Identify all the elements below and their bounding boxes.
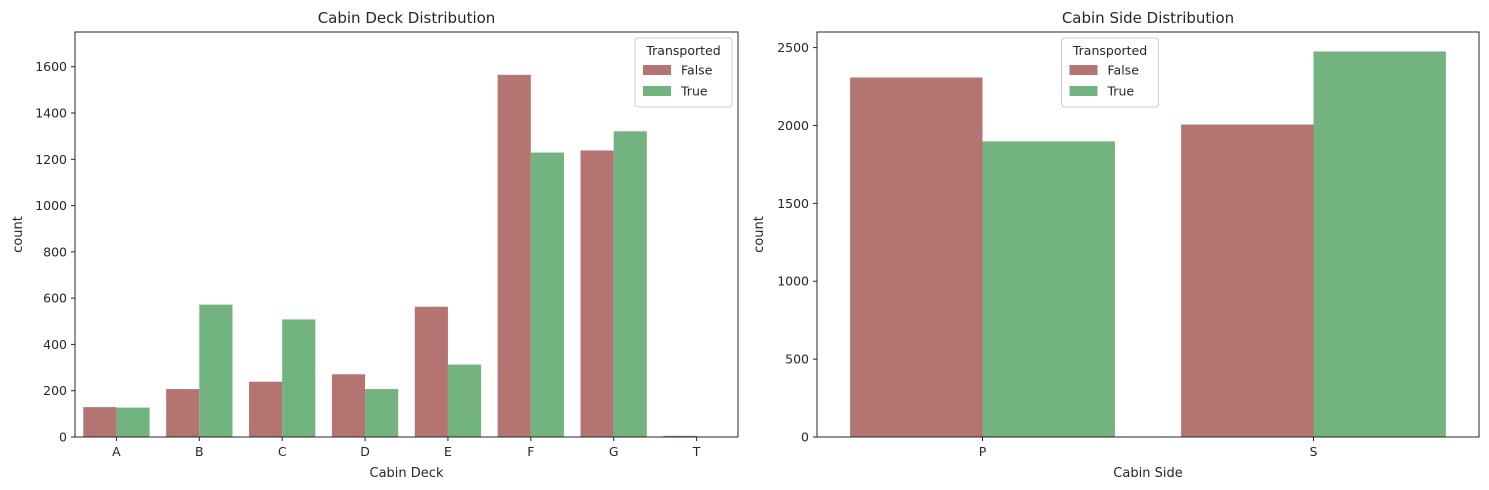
- legend-label-false: False: [1108, 63, 1140, 78]
- legend-title: Transported: [1072, 43, 1147, 58]
- x-axis-label: Cabin Deck: [370, 466, 444, 481]
- y-tick-label: 0: [59, 430, 67, 445]
- bar-false-g: [580, 150, 614, 437]
- y-tick-label: 600: [43, 291, 67, 306]
- chart-2: P S 0 500 1000 1500 2000 2500 Cabin Side Distrib…: [752, 9, 1480, 481]
- bar-true-e: [447, 364, 482, 437]
- bar-true-s: [1313, 51, 1446, 437]
- y-tick-label: 800: [43, 244, 67, 259]
- x-tick-label: D: [360, 444, 370, 459]
- y-tick-label: 2500: [777, 40, 809, 55]
- y-tick-label: 500: [785, 352, 809, 367]
- legend-label-true: True: [1107, 84, 1135, 99]
- y-axis-label: count: [11, 216, 26, 253]
- x-tick-label: T: [692, 444, 701, 459]
- y-tick-label: 1400: [35, 106, 67, 121]
- y-tick-label: 1000: [777, 274, 809, 289]
- legend: Transported False True: [1061, 37, 1159, 108]
- y-tick-label: 400: [43, 337, 67, 352]
- plot-frame: [74, 31, 739, 438]
- y-tick-label: 200: [43, 383, 67, 398]
- y-tick-label: 1200: [35, 152, 67, 167]
- bar-false-a: [83, 407, 117, 437]
- bar-true-a: [116, 407, 150, 437]
- legend-swatch-true: [643, 86, 671, 96]
- legend-swatch-true: [1069, 86, 1098, 96]
- x-tick-label: S: [1310, 444, 1318, 459]
- x-tick-label: G: [609, 444, 619, 459]
- bar-true-p: [982, 141, 1115, 437]
- x-tick-label: F: [527, 444, 534, 459]
- bar-false-e: [414, 306, 448, 437]
- y-axis-label: count: [752, 216, 767, 253]
- bar-false-t: [663, 435, 697, 437]
- bar-true-c: [282, 319, 316, 437]
- y-tick-label: 1500: [777, 196, 809, 211]
- legend-title: Transported: [645, 43, 720, 58]
- y-tick-label: 0: [801, 430, 809, 445]
- bar-true-g: [613, 131, 647, 438]
- bar-true-d: [365, 389, 399, 437]
- chart-title: Cabin Side Distribution: [1062, 9, 1234, 27]
- plot-frame: [816, 31, 1480, 438]
- x-tick-label: E: [444, 444, 452, 459]
- bar-false-c: [249, 381, 283, 437]
- bar-false-b: [166, 389, 200, 437]
- y-tick-label: 1600: [35, 59, 67, 74]
- legend-label-false: False: [681, 63, 713, 78]
- bar-false-p: [850, 77, 983, 437]
- x-tick-label: B: [195, 444, 204, 459]
- chart-title: Cabin Deck Distribution: [318, 9, 496, 27]
- legend-swatch-false: [1069, 65, 1098, 75]
- bar-false-d: [331, 374, 366, 437]
- bar-false-s: [1181, 124, 1314, 438]
- legend-label-true: True: [680, 84, 708, 99]
- y-tick-label: 1000: [35, 198, 67, 213]
- x-tick-label: C: [278, 444, 287, 459]
- legend: Transported False True: [634, 37, 733, 108]
- legend-swatch-false: [643, 65, 671, 75]
- chart-1: A B C D E F G T 0 200 400 600 800 1000 1200 1400 1600 Cab…: [11, 9, 739, 481]
- bar-true-b: [199, 304, 233, 437]
- x-axis-label: Cabin Side: [1113, 466, 1182, 481]
- x-tick-label: A: [112, 444, 121, 459]
- bar-true-f: [530, 152, 564, 437]
- x-tick-label: P: [979, 444, 987, 459]
- y-tick-label: 2000: [777, 118, 809, 133]
- bar-false-f: [497, 74, 531, 438]
